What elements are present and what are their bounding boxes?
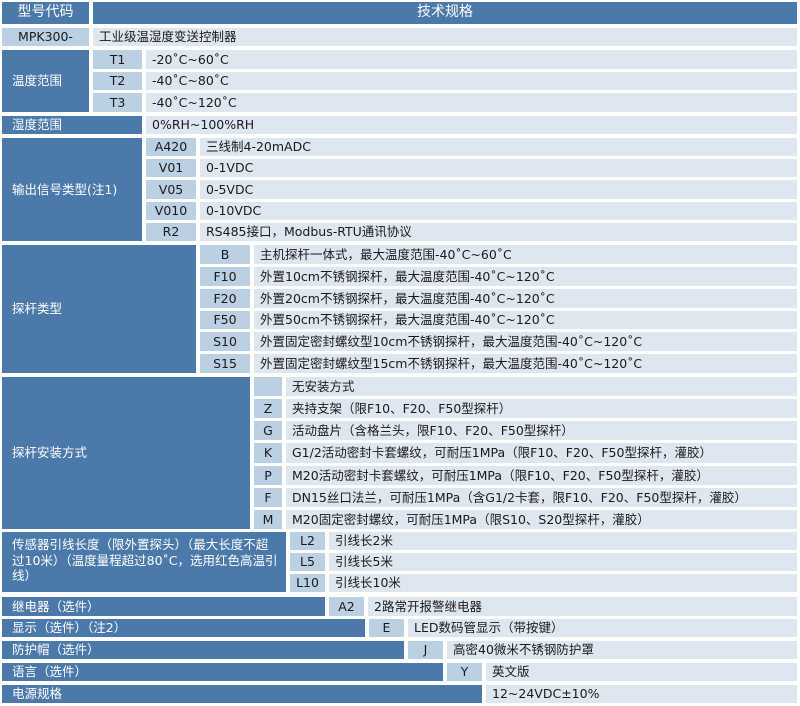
probe-option-code: F20 (200, 289, 250, 308)
probe-option-desc: 外置固定密封螺纹型15cm不锈钢探杆，最大温度范围-40˚C~120˚C (254, 354, 797, 373)
install-label: 探杆安装方式 (2, 377, 250, 529)
probe-label: 探杆类型 (2, 245, 196, 373)
install-option-code: M (254, 510, 282, 529)
display-code: E (369, 619, 404, 637)
lead-option-code: L10 (290, 574, 325, 592)
relay-desc: 2路常开报警继电器 (368, 597, 797, 616)
output-option-desc: 0-5VDC (200, 180, 797, 199)
temperature-label: 温度范围 (2, 50, 89, 112)
probe-option-code: S10 (200, 332, 250, 351)
relay-label: 继电器（选件） (2, 597, 325, 616)
header-spec: 技术规格 (93, 2, 797, 24)
probe-option-desc: 外置10cm不锈钢探杆，最大温度范围-40˚C~120˚C (254, 267, 797, 286)
power-label: 电源规格 (2, 685, 482, 703)
probe-option-desc: 外置20cm不锈钢探杆，最大温度范围-40˚C~120˚C (254, 289, 797, 308)
language-desc: 英文版 (486, 663, 797, 681)
temperature-option-desc: -20˚C~60˚C (146, 50, 797, 69)
temperature-option-desc: -40˚C~80˚C (146, 72, 797, 90)
cap-desc: 高密40微米不锈钢防护罩 (447, 641, 797, 659)
humidity-desc: 0%RH~100%RH (146, 116, 797, 134)
install-option-code: F (254, 488, 282, 507)
probe-option-desc: 外置50cm不锈钢探杆，最大温度范围-40˚C~120˚C (254, 311, 797, 329)
lead-label: 传感器引线长度（限外置探头）（最大长度不超过10米）（温度量程超过80˚C，选用… (2, 532, 286, 592)
probe-option-desc: 外置固定密封螺纹型10cm不锈钢探杆，最大温度范围-40˚C~120˚C (254, 332, 797, 351)
lead-option-desc: 引线长5米 (329, 553, 797, 571)
probe-option-code: F50 (200, 311, 250, 329)
lead-option-desc: 引线长2米 (329, 532, 797, 550)
install-option-code: K (254, 443, 282, 463)
humidity-label: 湿度范围 (2, 116, 142, 134)
header-model-code: 型号代码 (2, 2, 89, 24)
probe-option-desc: 主机探杆一体式，最大温度范围-40˚C~60˚C (254, 245, 797, 264)
install-option-desc: 活动盘片（含格兰头，限F10、F20、F50型探杆） (286, 421, 797, 440)
output-option-code: R2 (146, 223, 196, 241)
install-option-code: G (254, 421, 282, 440)
model-desc: 工业级温湿度变送控制器 (93, 28, 797, 46)
install-option-desc: DN15丝口法兰，可耐压1MPa（含G1/2卡套，限F10、F20、F50型探杆… (286, 488, 797, 507)
install-option-code (254, 377, 282, 396)
cap-label: 防护帽（选件） (2, 641, 404, 659)
install-option-desc: M20固定密封螺纹，可耐压1MPa（限S10、S20型探杆，灌胶） (286, 510, 797, 529)
model-code: MPK300- (2, 28, 89, 46)
install-option-code: P (254, 466, 282, 485)
output-option-desc: 0-10VDC (200, 202, 797, 220)
power-desc: 12~24VDC±10% (486, 685, 797, 703)
output-label: 输出信号类型(注1) (2, 138, 142, 241)
output-option-desc: 三线制4-20mADC (200, 138, 797, 156)
temperature-option-desc: -40˚C~120˚C (146, 93, 797, 112)
probe-option-code: S15 (200, 354, 250, 373)
lead-option-code: L5 (290, 553, 325, 571)
output-option-code: V01 (146, 159, 196, 177)
output-option-code: V05 (146, 180, 196, 199)
display-desc: LED数码管显示（带按键） (408, 619, 797, 637)
cap-code: J (408, 641, 443, 659)
lead-option-code: L2 (290, 532, 325, 550)
install-option-desc: 夹持支架（限F10、F20、F50型探杆） (286, 399, 797, 418)
output-option-code: A420 (146, 138, 196, 156)
language-label: 语言（选件） (2, 663, 443, 681)
display-label: 显示（选件）（注2） (2, 619, 365, 637)
relay-code: A2 (329, 597, 364, 616)
temperature-option-code: T1 (93, 50, 142, 69)
output-option-code: V010 (146, 202, 196, 220)
temperature-option-code: T2 (93, 72, 142, 90)
probe-option-code: B (200, 245, 250, 264)
install-option-desc: 无安装方式 (286, 377, 797, 396)
output-option-desc: 0-1VDC (200, 159, 797, 177)
output-option-desc: RS485接口，Modbus-RTU通讯协议 (200, 223, 797, 241)
install-option-desc: M20活动密封卡套螺纹，可耐压1MPa（限F10、F20、F50型探杆，灌胶） (286, 466, 797, 485)
language-code: Y (447, 663, 482, 681)
temperature-option-code: T3 (93, 93, 142, 112)
install-option-desc: G1/2活动密封卡套螺纹，可耐压1MPa（限F10、F20、F50型探杆，灌胶） (286, 443, 797, 463)
lead-option-desc: 引线长10米 (329, 574, 797, 592)
install-option-code: Z (254, 399, 282, 418)
probe-option-code: F10 (200, 267, 250, 286)
